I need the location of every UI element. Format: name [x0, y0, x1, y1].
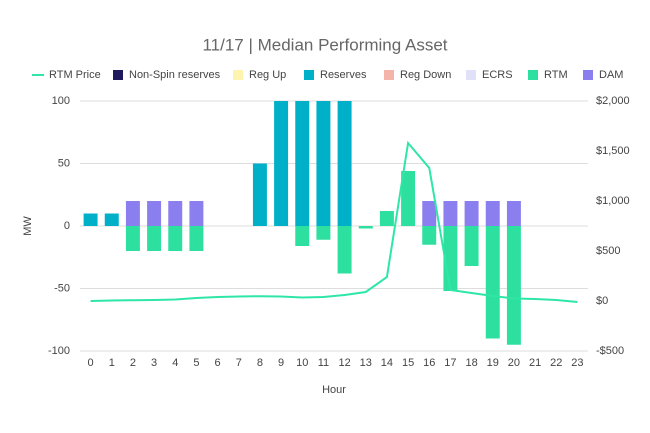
x-tick-label: 1	[109, 357, 115, 369]
legend-marker	[304, 70, 314, 80]
y-tick-label: 100	[52, 95, 70, 107]
bar	[147, 226, 162, 251]
bar	[125, 226, 140, 251]
bar	[104, 213, 119, 226]
x-tick-label: 15	[402, 357, 414, 369]
bar	[316, 226, 331, 240]
y2-tick-label: $2,000	[596, 95, 630, 107]
bar	[506, 226, 521, 345]
x-tick-label: 4	[172, 357, 178, 369]
bar	[337, 101, 352, 226]
x-tick-label: 16	[423, 357, 435, 369]
legend-label: Non-Spin reserves	[129, 69, 221, 81]
legend-label: Reg Down	[400, 69, 451, 81]
legend-marker	[466, 70, 476, 80]
y2-tick-label: $500	[596, 245, 620, 257]
legend-label: Reserves	[320, 69, 367, 81]
line	[90, 140, 578, 303]
legend-marker	[233, 70, 243, 80]
bar	[168, 226, 183, 251]
bar	[401, 171, 416, 226]
y-tick-label: -50	[54, 282, 70, 294]
legend-label: ECRS	[482, 69, 513, 81]
bar	[83, 213, 98, 226]
x-axis-title: Hour	[322, 384, 346, 396]
legend-marker	[384, 70, 394, 80]
legend-marker	[113, 70, 123, 80]
bar	[506, 201, 521, 226]
x-tick-label: 19	[487, 357, 499, 369]
bar	[125, 201, 140, 226]
x-tick-label: 20	[508, 357, 520, 369]
x-tick-label: 5	[193, 357, 199, 369]
chart-title: 11/17 | Median Performing Asset	[202, 35, 447, 54]
legend-label: RTM Price	[49, 69, 101, 81]
y-axis-title: MW	[22, 216, 34, 236]
x-tick-label: 22	[550, 357, 562, 369]
bar	[464, 226, 479, 266]
bar	[189, 226, 204, 251]
bar	[358, 226, 373, 229]
x-tick-label: 7	[236, 357, 242, 369]
y-tick-label: 0	[64, 220, 70, 232]
x-tick-label: 14	[381, 357, 393, 369]
bar	[443, 201, 458, 226]
y2-tick-label: -$500	[596, 345, 624, 357]
bar	[485, 226, 500, 339]
bar	[316, 101, 331, 226]
x-tick-label: 8	[257, 357, 263, 369]
bar	[252, 163, 267, 226]
x-tick-label: 13	[360, 357, 372, 369]
bar	[337, 226, 352, 274]
legend-marker	[583, 70, 593, 80]
y2-tick-label: $0	[596, 295, 608, 307]
x-tick-label: 11	[318, 357, 329, 369]
x-tick-label: 2	[130, 357, 136, 369]
x-tick-label: 17	[444, 357, 456, 369]
bar	[422, 226, 437, 245]
y-tick-label: 50	[58, 157, 70, 169]
legend-marker	[528, 70, 538, 80]
x-tick-label: 10	[296, 357, 308, 369]
y2-tick-label: $1,500	[596, 145, 630, 157]
x-tick-label: 12	[338, 357, 350, 369]
x-tick-label: 18	[465, 357, 477, 369]
bar	[168, 201, 183, 226]
bar	[295, 226, 310, 246]
x-tick-label: 21	[529, 357, 541, 369]
y-tick-label: -100	[48, 345, 70, 357]
x-tick-label: 6	[215, 357, 221, 369]
bar	[274, 101, 289, 226]
y2-tick-label: $1,000	[596, 195, 630, 207]
x-tick-label: 9	[278, 357, 284, 369]
bar	[379, 211, 394, 226]
x-tick-label: 3	[151, 357, 157, 369]
x-tick-label: 23	[571, 357, 583, 369]
bar	[147, 201, 162, 226]
bar	[485, 201, 500, 226]
legend-label: DAM	[599, 69, 623, 81]
bar	[422, 201, 437, 226]
bar	[464, 201, 479, 226]
x-tick-label: 0	[88, 357, 94, 369]
bar	[189, 201, 204, 226]
bar	[295, 101, 310, 226]
legend-label: Reg Up	[249, 69, 286, 81]
legend-label: RTM	[544, 69, 568, 81]
